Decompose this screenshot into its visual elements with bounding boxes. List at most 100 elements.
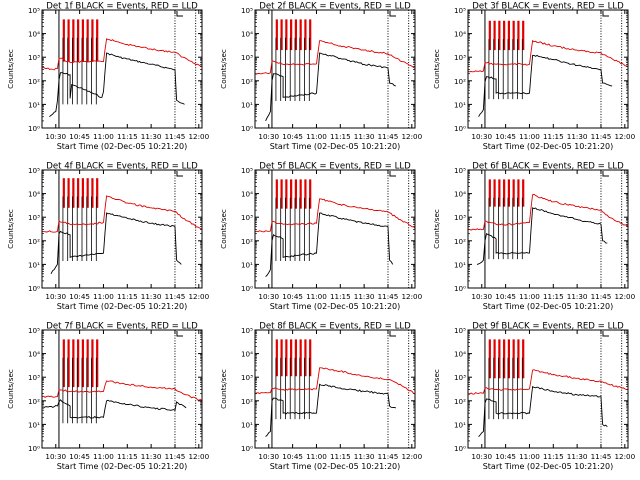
lld-spike <box>488 20 491 51</box>
x-tick-label: 10:30 <box>258 452 279 461</box>
x-tick-label: 10:30 <box>258 132 279 141</box>
segment-bracket <box>602 331 609 337</box>
lld-series-line <box>254 198 416 233</box>
lld-spike <box>86 178 89 208</box>
lld-spike <box>512 339 515 379</box>
x-tick-label: 11:15 <box>330 292 351 301</box>
y-axis-label: Counts/sec <box>219 209 228 249</box>
lld-spike <box>299 179 302 209</box>
lld-spike <box>488 179 491 207</box>
x-tick-label: 11:15 <box>117 292 138 301</box>
detector-panel: Det 8f BLACK = Events, RED = LLD Counts/s… <box>219 322 423 472</box>
segment-bracket <box>176 331 183 337</box>
events-series-line <box>265 52 397 122</box>
lld-spike <box>299 19 302 51</box>
lld-spike <box>285 179 288 209</box>
y-tick-label: 10² <box>454 77 466 86</box>
detector-panel: Det 3f BLACK = Events, RED = LLD Counts/s… <box>432 2 636 152</box>
events-series-line <box>478 385 608 437</box>
x-tick-label: 11:30 <box>141 132 162 141</box>
x-tick-label: 11:30 <box>567 452 588 461</box>
y-tick-label: 10⁵ <box>241 166 253 175</box>
x-tick-label: 11:15 <box>330 132 351 141</box>
panel-title: Det 3f BLACK = Events, RED = LLD <box>472 2 624 12</box>
y-tick-label: 10² <box>241 237 253 246</box>
x-tick-label: 11:00 <box>306 452 327 461</box>
lld-spike <box>62 19 65 62</box>
y-tick-label: 10⁴ <box>241 30 253 39</box>
events-series-line <box>476 207 608 265</box>
x-tick-label: 10:45 <box>282 452 303 461</box>
events-series-line <box>265 212 394 278</box>
x-axis-label: Start Time (02-Dec-05 10:21:20) <box>483 462 614 471</box>
lld-spike <box>290 179 293 209</box>
lld-spike <box>290 339 293 377</box>
y-tick-label: 10⁵ <box>28 166 40 175</box>
lld-spike <box>275 339 278 377</box>
y-tick-label: 10¹ <box>241 260 253 269</box>
lld-spike <box>294 339 297 377</box>
y-tick-label: 10² <box>28 237 40 246</box>
x-tick-label: 11:45 <box>378 132 399 141</box>
y-tick-label: 10⁴ <box>241 350 253 359</box>
lld-spike <box>304 339 307 377</box>
lld-series-line <box>467 39 629 73</box>
x-tick-label: 11:00 <box>519 132 540 141</box>
y-tick-label: 10⁵ <box>28 326 40 335</box>
y-tick-label: 10³ <box>241 53 253 62</box>
plot-frame <box>467 329 629 449</box>
x-tick-label: 11:00 <box>519 452 540 461</box>
x-tick-label: 10:45 <box>69 132 90 141</box>
plot-frame <box>467 169 629 289</box>
y-tick-label: 10¹ <box>454 100 466 109</box>
x-tick-label: 11:00 <box>306 132 327 141</box>
y-tick-label: 10⁴ <box>28 30 40 39</box>
detector-panel: Det 1f BLACK = Events, RED = LLD Counts/s… <box>6 2 210 152</box>
lld-series-line <box>41 195 203 233</box>
plot-frame <box>41 329 203 449</box>
y-tick-label: 10¹ <box>454 420 466 429</box>
lld-spike <box>275 179 278 209</box>
events-series-line <box>41 399 187 419</box>
lld-spike <box>285 339 288 377</box>
lld-spike <box>507 179 510 207</box>
y-tick-label: 10³ <box>454 373 466 382</box>
y-tick-label: 10³ <box>241 373 253 382</box>
segment-bracket <box>176 11 183 17</box>
lld-spike <box>72 339 75 388</box>
y-tick-label: 10⁰ <box>241 284 253 293</box>
x-tick-label: 10:30 <box>471 132 492 141</box>
y-tick-label: 10⁰ <box>28 284 40 293</box>
lld-spike <box>280 179 283 209</box>
y-tick-label: 10¹ <box>454 260 466 269</box>
lld-spike <box>67 339 70 388</box>
lld-spike <box>91 339 94 388</box>
x-tick-label: 10:30 <box>45 292 66 301</box>
lld-spike <box>498 339 501 379</box>
x-tick-label: 11:45 <box>591 132 612 141</box>
x-tick-label: 11:30 <box>141 292 162 301</box>
x-tick-label: 12:00 <box>614 292 635 301</box>
y-tick-label: 10² <box>28 397 40 406</box>
x-tick-label: 10:45 <box>69 292 90 301</box>
segment-bracket <box>602 11 609 17</box>
lld-spike <box>309 339 312 377</box>
lld-spike <box>503 339 506 379</box>
x-tick-label: 11:45 <box>378 292 399 301</box>
segment-bracket <box>389 331 396 337</box>
y-tick-label: 10⁴ <box>241 190 253 199</box>
lld-spike <box>81 339 84 388</box>
x-tick-label: 10:45 <box>495 452 516 461</box>
x-tick-label: 11:30 <box>567 292 588 301</box>
lld-spike <box>280 339 283 377</box>
y-tick-label: 10³ <box>28 53 40 62</box>
events-series-line <box>50 212 182 275</box>
y-tick-label: 10² <box>454 237 466 246</box>
x-tick-label: 11:45 <box>378 452 399 461</box>
x-tick-label: 12:00 <box>614 132 635 141</box>
detector-panel: Det 4f BLACK = Events, RED = LLD Counts/s… <box>6 162 210 312</box>
lld-spike <box>507 339 510 379</box>
y-tick-label: 10⁵ <box>241 6 253 15</box>
y-tick-label: 10³ <box>28 373 40 382</box>
plot-frame <box>254 329 416 449</box>
